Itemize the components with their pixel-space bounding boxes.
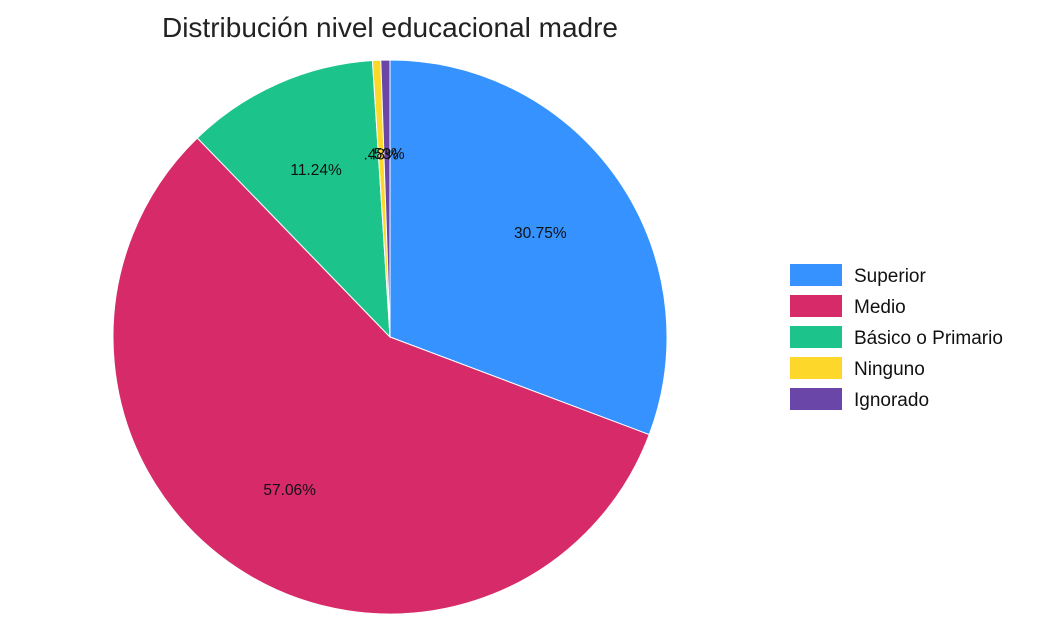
legend-label: Básico o Primario: [854, 328, 1003, 349]
slice-label-basico-o-primario: 11.24%: [290, 162, 342, 179]
legend-item-superior: Superior: [790, 264, 926, 287]
pie-slice-basico-o-primario: [196, 60, 391, 339]
legend: Superior Medio Básico o Primario Ninguno Ign…: [790, 264, 1003, 411]
legend-item-ninguno: Ninguno: [790, 357, 925, 380]
slice-label-ninguno: .48%: [363, 146, 399, 163]
pie-slice-medio: [112, 137, 650, 615]
legend-swatch: [790, 357, 842, 379]
legend-label: Medio: [854, 297, 906, 318]
slice-label-ignorado: .53%: [369, 146, 405, 163]
slice-label-medio: 57.06%: [263, 482, 316, 499]
legend-label: Ninguno: [854, 359, 925, 380]
pie-slice-ignorado: [380, 59, 391, 338]
pie-slices: [112, 59, 668, 615]
pie-slice-superior: [389, 59, 668, 436]
legend-label: Superior: [854, 266, 926, 287]
legend-swatch: [790, 388, 842, 410]
slice-label-superior: 30.75%: [514, 225, 567, 242]
legend-item-basico-o-primario: Básico o Primario: [790, 326, 1003, 349]
legend-swatch: [790, 295, 842, 317]
legend-item-ignorado: Ignorado: [790, 388, 929, 411]
legend-swatch: [790, 264, 842, 286]
legend-item-medio: Medio: [790, 295, 906, 318]
chart-title: Distribución nivel educacional madre: [162, 12, 618, 43]
slice-labels: 30.75% 57.06% 11.24% .48%.53%: [263, 146, 566, 499]
legend-swatch: [790, 326, 842, 348]
legend-label: Ignorado: [854, 390, 929, 411]
